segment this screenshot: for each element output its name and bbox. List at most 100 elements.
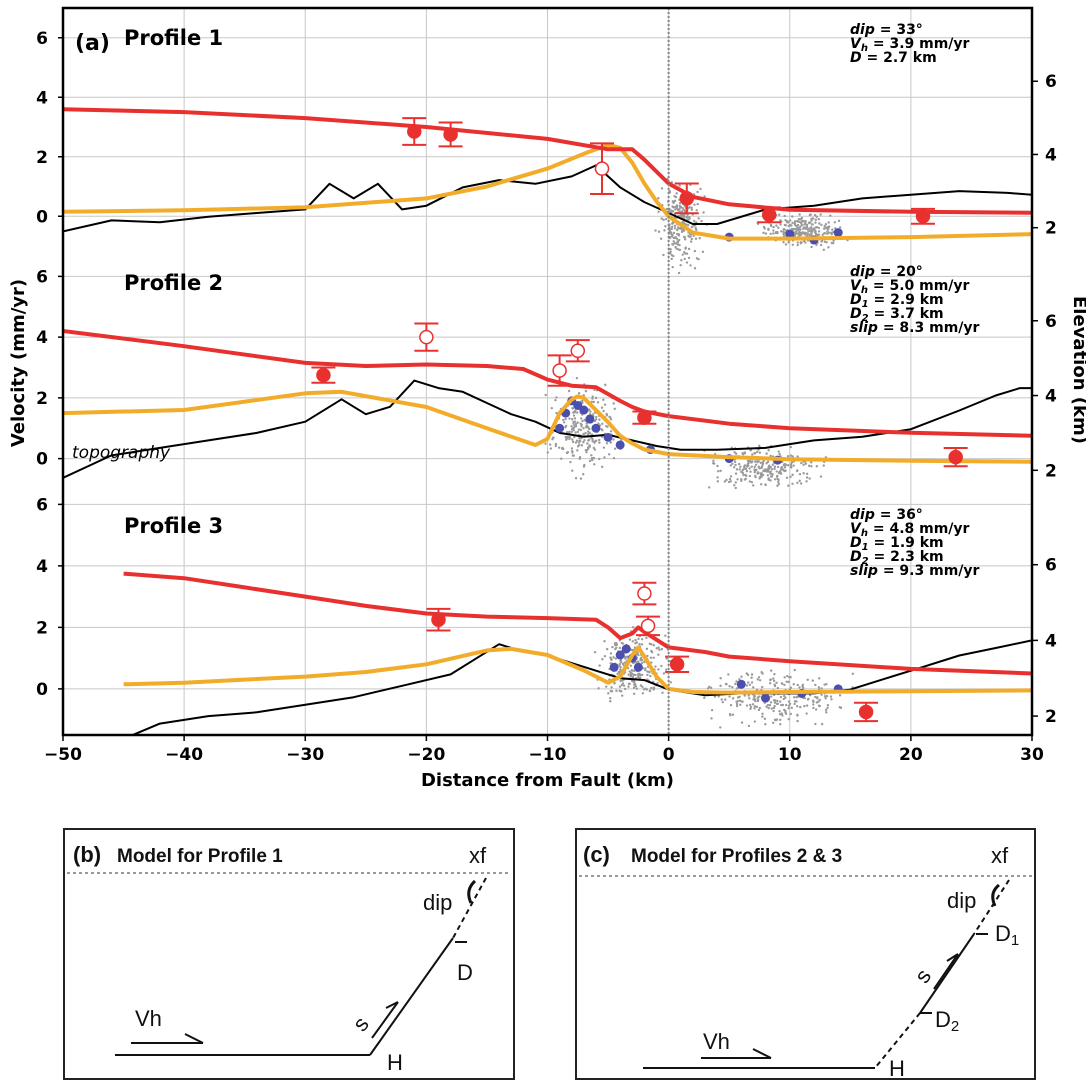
insar-point [578,455,582,459]
insar-point [660,217,663,220]
insar-point [823,695,827,698]
insar-point [791,455,794,458]
insar-point [750,681,754,684]
insar-point [623,687,627,691]
insar-point [798,686,801,689]
insar-point [772,225,775,229]
insar-point [791,215,794,218]
insar-point [796,683,799,687]
insar-point [773,467,776,471]
insar-point [741,700,744,703]
insar-point [791,482,794,485]
gps-point [640,618,656,634]
insar-point [756,696,759,699]
insar-point [585,450,588,454]
insar-point [821,233,824,237]
insar-point [776,477,779,481]
insar-point [624,657,627,660]
insar-point [571,438,574,441]
insar-point [817,700,820,703]
x-tick-label: 10 [778,745,802,765]
insar-point [670,257,673,261]
insar-point [640,637,644,641]
insar-point [622,684,626,687]
insar-point [591,395,594,398]
insar-point [632,686,636,689]
insar-point [769,223,773,227]
insar-point [609,416,612,419]
insar-point [621,682,625,685]
insar-point [648,689,652,692]
insar-point [595,415,598,419]
insar-point [670,232,673,236]
insar-point [783,214,786,218]
insar-point [731,685,734,689]
insar-point [819,213,822,216]
insar-point [590,400,594,404]
insar-point [573,420,577,423]
insar-point [673,227,677,230]
insar-point [695,228,698,232]
insar-point [728,477,732,481]
vh-arrow-head [184,1033,204,1044]
insar-point [688,215,691,219]
insar-point [751,703,755,706]
insar-point [649,674,652,678]
insar-point [808,693,812,697]
insar-point [744,474,748,478]
insar-point [637,661,640,664]
insar-point [720,698,723,701]
insar-point [829,214,832,217]
insar-point [633,682,637,686]
insar-point [796,469,799,472]
gps-point [915,209,931,224]
insar-point [724,698,727,701]
insar-point [819,475,823,478]
insar-point [736,699,739,703]
insar-point [649,656,653,659]
insar-point [628,670,631,673]
insar-point [737,462,741,466]
insar-point [816,696,819,699]
elevation-tick-label: 2 [1045,461,1057,481]
elevation-tick-label: 4 [1045,145,1057,165]
velocity-tick-label: 0 [36,680,48,700]
insar-point [555,396,558,399]
insar-point [612,438,615,441]
insar-point [767,477,770,480]
insar-point [818,677,821,680]
insar-point [736,696,740,699]
insar-point [771,463,775,466]
velocity-tick-label: 0 [36,450,48,470]
insar-point [650,661,653,664]
insar-point [769,470,772,474]
fault-dashed-segment-lower [874,1012,921,1069]
insar-point [811,223,814,226]
insar-point [820,722,824,726]
insar-point [776,484,779,487]
insar-point [781,682,784,685]
insar-point [782,468,785,471]
panel-c-model: (c) Model for Profiles 2 & 3 xf dip D1 D… [575,828,1036,1080]
insar-point [739,465,742,469]
insar-point [810,245,813,249]
insar-point [785,680,788,684]
insar-point [669,250,672,253]
insar-point [750,673,754,676]
insar-point [776,474,779,478]
insar-point [793,220,797,223]
insar-point [694,237,698,240]
dip-arc [467,879,477,904]
model-parameter: dip = 20° [850,264,923,280]
insar-point [618,646,622,650]
insar-point [783,676,786,679]
insar-point [765,705,768,708]
insar-point [755,705,759,709]
red-model-line [123,571,1032,676]
elevation-tick-label: 4 [1045,387,1057,407]
model-parameter: Vh = 3.9 mm/yr [850,36,970,54]
insar-point [735,702,739,706]
insar-point [789,676,792,679]
insar-point [662,218,665,222]
insar-point [735,468,739,471]
